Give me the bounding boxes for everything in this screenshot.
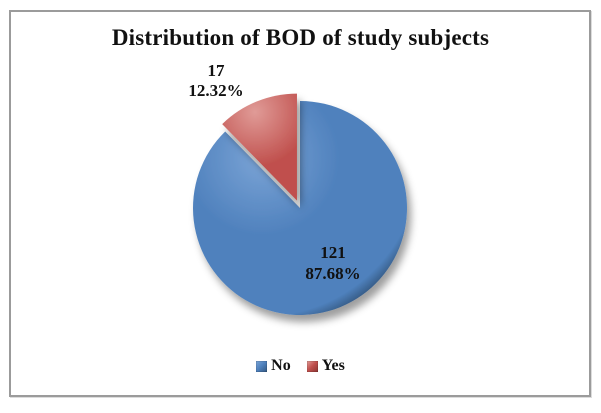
slice-value-no: 121 (320, 243, 346, 262)
legend-label-no: No (271, 357, 291, 374)
legend-swatch-yes-icon (306, 360, 318, 372)
slice-label-no: 121 87.68% (272, 242, 394, 284)
legend-swatch-no-icon (256, 360, 268, 372)
slice-label-yes: 17 12.32% (156, 61, 276, 101)
legend-item-no[interactable]: No (256, 358, 291, 374)
chart-title: Distribution of BOD of study subjects (111, 25, 490, 50)
legend-item-yes[interactable]: Yes (306, 357, 345, 374)
legend: No Yes (0, 358, 601, 374)
pie-slice-no[interactable] (192, 101, 407, 315)
slice-percent-no: 87.68% (305, 264, 361, 283)
pie-slice-yes[interactable] (222, 93, 297, 201)
slice-percent-yes: 12.32% (188, 81, 244, 100)
slice-value-yes: 17 (207, 61, 225, 80)
legend-label-yes: Yes (321, 357, 345, 374)
